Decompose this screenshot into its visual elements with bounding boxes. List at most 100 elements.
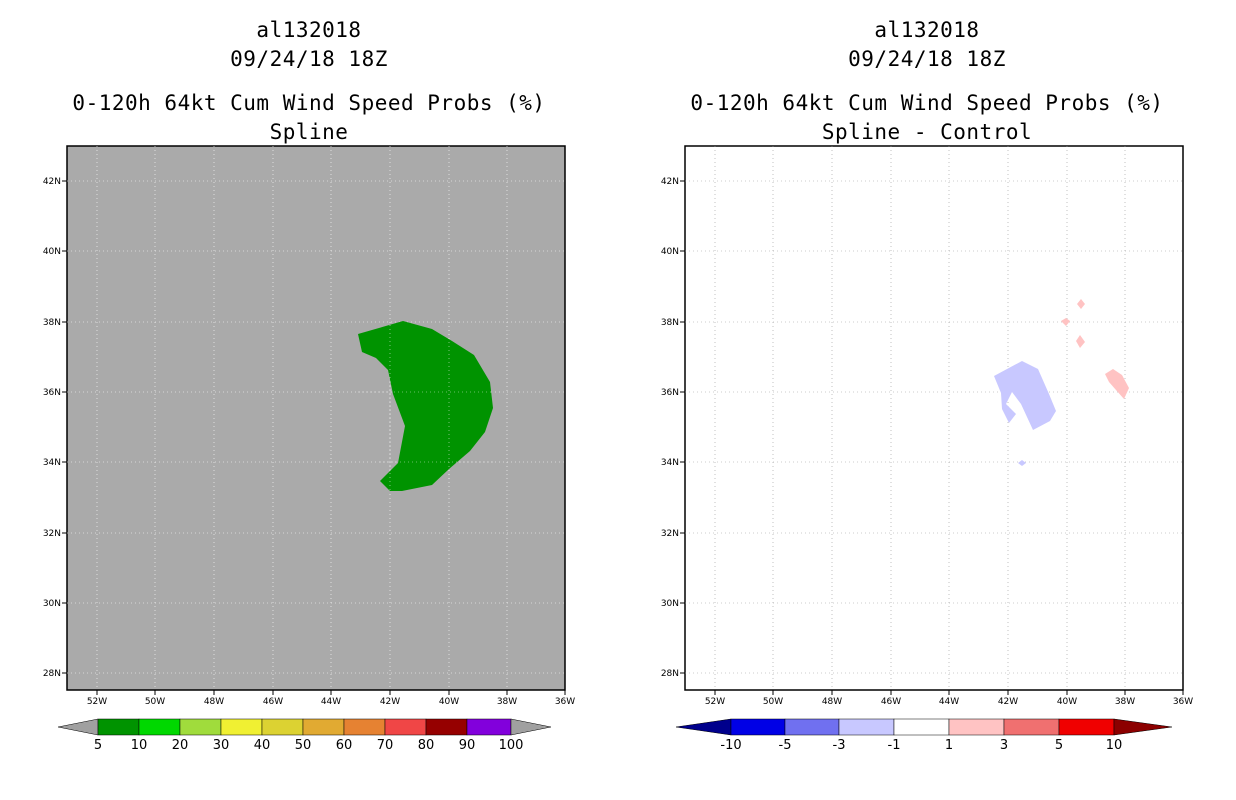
left-map-svg: 42N 40N 38N 36N 34N 32N 30N 28N 52W 50W …	[43, 145, 575, 753]
lat-label: 30N	[43, 599, 61, 609]
colorbar-swatch	[948, 718, 1005, 736]
lon-label: 44W	[321, 697, 341, 707]
colorbar-swatch	[97, 718, 140, 736]
colorbar-low-end	[675, 718, 732, 736]
product-title: 0-120h 64kt Cum Wind Speed Probs (%)	[690, 91, 1164, 115]
colorbar-label: -10	[720, 738, 741, 753]
colorbar-label: 30	[213, 738, 230, 753]
colorbar-swatch	[466, 718, 512, 736]
panel-subtitle: Spline	[269, 120, 349, 144]
colorbar-label: 70	[377, 738, 394, 753]
colorbar-swatch	[1058, 718, 1115, 736]
lon-label: 40W	[1057, 697, 1077, 707]
colorbar-swatch	[838, 718, 895, 736]
map-background	[66, 145, 566, 691]
map-background	[684, 145, 1184, 691]
lon-label: 38W	[497, 697, 517, 707]
colorbar-label: 5	[1055, 738, 1063, 753]
lon-label: 46W	[881, 697, 901, 707]
lat-ticks	[62, 180, 67, 674]
colorbar-label: 80	[418, 738, 435, 753]
lat-label: 40N	[43, 247, 61, 257]
colorbar-label: 10	[1106, 738, 1123, 753]
left-map-panel: al132018 09/24/18 18Z 0-120h 64kt Cum Wi…	[43, 18, 575, 753]
lat-label: 36N	[661, 388, 679, 398]
colorbar-swatch	[179, 718, 222, 736]
colorbar-low-end	[57, 718, 99, 736]
lon-label: 50W	[763, 697, 783, 707]
colorbar-label: 10	[131, 738, 148, 753]
map-gridlines-over	[358, 325, 493, 490]
colorbar-swatch	[261, 718, 304, 736]
lat-label: 32N	[661, 529, 679, 539]
lon-label: 44W	[939, 697, 959, 707]
lat-label: 28N	[661, 669, 679, 679]
colorbar-swatch	[730, 718, 786, 736]
right-map-panel: al132018 09/24/18 18Z 0-120h 64kt Cum Wi…	[618, 0, 1236, 800]
storm-id: al132018	[256, 18, 362, 42]
lat-label: 34N	[661, 458, 679, 468]
lon-ticks	[96, 690, 566, 695]
lon-label: 42W	[998, 697, 1018, 707]
colorbar-swatch	[1003, 718, 1060, 736]
lon-label: 50W	[145, 697, 165, 707]
lon-label: 42W	[380, 697, 400, 707]
storm-id: al132018	[874, 18, 980, 42]
lon-label: 46W	[263, 697, 283, 707]
lon-label: 40W	[439, 697, 459, 707]
lat-label: 42N	[661, 177, 679, 187]
lat-label: 32N	[43, 529, 61, 539]
colorbar-label: 50	[295, 738, 312, 753]
positive-difference-area	[1061, 318, 1070, 326]
negative-difference-area	[994, 361, 1056, 430]
panel-subtitle: Spline - Control	[821, 120, 1033, 144]
lat-label: 30N	[661, 599, 679, 609]
lon-label: 52W	[705, 697, 725, 707]
colorbar-label: 20	[172, 738, 189, 753]
colorbar-swatch	[343, 718, 386, 736]
colorbar-label: 1	[945, 738, 953, 753]
colorbar-swatch	[302, 718, 345, 736]
positive-difference-area	[1077, 299, 1085, 309]
lon-label: 48W	[822, 697, 842, 707]
lat-label: 38N	[661, 318, 679, 328]
colorbar-label: 3	[1000, 738, 1008, 753]
colorbar-label: -5	[779, 738, 792, 753]
lon-label: 52W	[87, 697, 107, 707]
right-map-svg: 42N 40N 38N 36N 34N 32N 30N 28N 52W 50W …	[661, 145, 1193, 753]
lon-ticks	[714, 690, 1184, 695]
colorbar-swatch	[784, 718, 840, 736]
lat-label: 42N	[43, 177, 61, 187]
colorbar-swatch	[220, 718, 263, 736]
probability-area	[358, 321, 493, 491]
lon-label: 36W	[1173, 697, 1193, 707]
colorbar-swatch	[138, 718, 181, 736]
colorbar-label: 100	[499, 738, 524, 753]
colorbar-high-end	[1113, 718, 1173, 736]
lat-ticks	[680, 180, 685, 674]
lon-label: 48W	[204, 697, 224, 707]
colorbar-label: -1	[888, 738, 901, 753]
lat-label: 34N	[43, 458, 61, 468]
lat-label: 28N	[43, 669, 61, 679]
lon-label: 38W	[1115, 697, 1135, 707]
positive-difference-area	[1105, 369, 1129, 399]
product-title: 0-120h 64kt Cum Wind Speed Probs (%)	[72, 91, 546, 115]
colorbar-swatch	[893, 718, 950, 736]
colorbar-label: 60	[336, 738, 353, 753]
colorbar-label: -3	[833, 738, 846, 753]
colorbar-label: 5	[94, 738, 102, 753]
forecast-date: 09/24/18 18Z	[230, 47, 388, 71]
lat-label: 36N	[43, 388, 61, 398]
negative-difference-dot	[1018, 460, 1026, 466]
colorbar-high-end	[510, 718, 552, 736]
colorbar-label: 40	[254, 738, 271, 753]
colorbar-label: 90	[459, 738, 476, 753]
lon-label: 36W	[555, 697, 575, 707]
lat-label: 40N	[661, 247, 679, 257]
lat-label: 38N	[43, 318, 61, 328]
colorbar-swatch	[425, 718, 468, 736]
forecast-date: 09/24/18 18Z	[848, 47, 1006, 71]
colorbar-swatch	[384, 718, 427, 736]
positive-difference-area	[1076, 335, 1085, 348]
